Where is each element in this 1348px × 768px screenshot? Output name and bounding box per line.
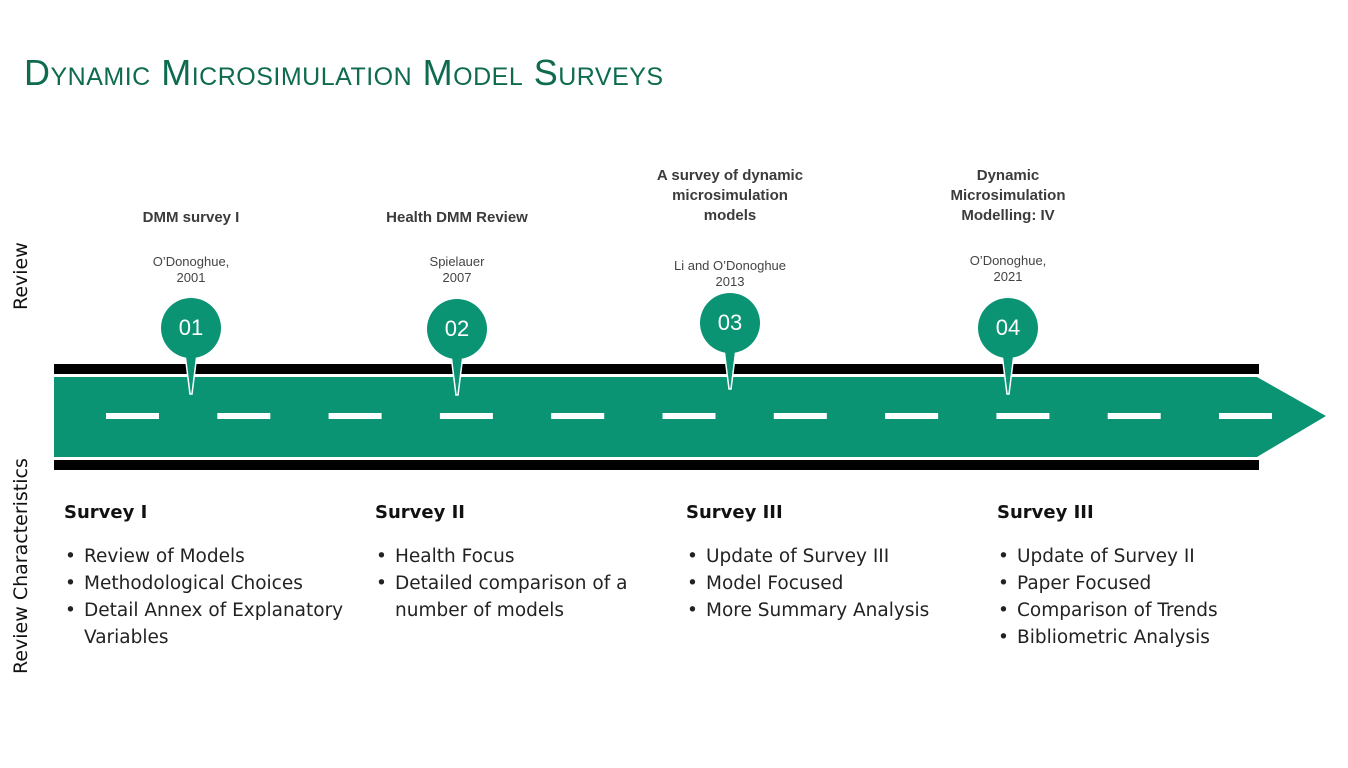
road-dash <box>328 413 382 419</box>
milestone-author-year: Li and O’Donoghue 2013 <box>673 258 787 289</box>
road-dash <box>551 413 605 419</box>
milestone-author-year: O’Donoghue, 2001 <box>152 254 230 285</box>
survey-title: Survey III <box>686 502 783 523</box>
road-dash <box>106 413 159 419</box>
list-item: Model Focused <box>687 570 986 597</box>
road-dash <box>217 413 271 419</box>
road-dash <box>1107 413 1161 419</box>
survey-list: Update of Survey II Paper Focused Compar… <box>997 543 1297 651</box>
milestone-number: 03 <box>717 310 743 335</box>
pin-circle <box>700 293 760 353</box>
milestone-pins <box>161 293 1038 396</box>
milestone-title: A survey of dynamic microsimulation mode… <box>656 167 804 224</box>
page-title: Dynamic Microsimulation Model Surveys <box>24 52 664 93</box>
road-bottom-border <box>54 460 1259 470</box>
milestone-title: Dynamic Microsimulation Modelling: IV <box>950 167 1066 224</box>
road-dash <box>1219 413 1272 419</box>
list-item: Update of Survey III <box>687 543 986 570</box>
road-dash <box>662 413 716 419</box>
list-item: Bibliometric Analysis <box>998 624 1297 651</box>
survey-title: Survey I <box>64 502 148 523</box>
milestone-title: Health DMM Review <box>386 209 528 226</box>
milestone-number: 02 <box>444 316 470 341</box>
pin-circle <box>427 299 487 359</box>
survey-column-4: Survey III Update of Survey II Paper Foc… <box>997 502 1297 651</box>
road-dash <box>996 413 1050 419</box>
survey-title: Survey III <box>997 502 1094 523</box>
list-item: Comparison of Trends <box>998 597 1297 624</box>
list-item: Update of Survey II <box>998 543 1297 570</box>
list-item: Methodological Choices <box>65 570 364 597</box>
list-item: Review of Models <box>65 543 364 570</box>
milestone-number: 01 <box>178 315 204 340</box>
road-dashes <box>106 413 1272 419</box>
survey-column-3: Survey III Update of Survey III Model Fo… <box>686 502 986 624</box>
survey-list: Review of Models Methodological Choices … <box>64 543 364 651</box>
survey-list: Update of Survey III Model Focused More … <box>686 543 986 624</box>
survey-column-2: Survey II Health Focus Detailed comparis… <box>375 502 645 624</box>
survey-title: Survey II <box>375 502 465 523</box>
list-item: More Summary Analysis <box>687 597 986 624</box>
milestone-author-year: O’Donoghue, 2021 <box>969 253 1047 284</box>
pin-circle <box>978 298 1038 358</box>
survey-column-1: Survey I Review of Models Methodological… <box>64 502 364 651</box>
list-item: Detail Annex of Explanatory Variables <box>65 597 364 651</box>
list-item: Detailed comparison of a number of model… <box>376 570 645 624</box>
list-item: Health Focus <box>376 543 645 570</box>
milestone-title: DMM survey I <box>142 209 240 226</box>
survey-list: Health Focus Detailed comparison of a nu… <box>375 543 645 624</box>
milestone-author-year: Spielauer 2007 <box>429 254 485 285</box>
pin-circle <box>161 298 221 358</box>
list-item: Paper Focused <box>998 570 1297 597</box>
milestone-number: 04 <box>995 315 1021 340</box>
road-dash <box>439 413 493 419</box>
road-dash <box>885 413 939 419</box>
road-dash <box>773 413 827 419</box>
road-top-border <box>54 364 1259 374</box>
